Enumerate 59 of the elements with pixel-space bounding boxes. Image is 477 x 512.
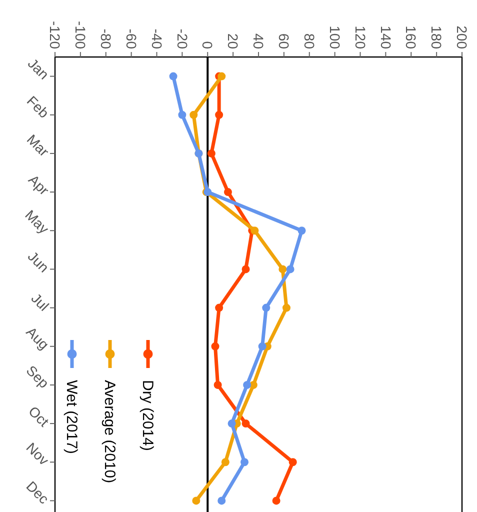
point [218, 496, 226, 505]
point [221, 458, 230, 466]
point [240, 458, 249, 466]
point [243, 380, 252, 389]
legend-label: Dry (2014) [138, 380, 156, 451]
point [214, 380, 222, 389]
x-tick-label: 20 [225, 33, 242, 50]
x-tick-label: -40 [148, 28, 165, 50]
x-tick-label: 40 [250, 33, 267, 50]
point [211, 342, 220, 350]
point [190, 110, 198, 119]
x-tick-label: -60 [123, 28, 140, 50]
point [178, 110, 186, 119]
x-tick-label: -100 [72, 20, 89, 50]
x-tick-label: -80 [98, 28, 114, 50]
y-tick-label: May [22, 206, 52, 237]
point [258, 342, 266, 350]
point [242, 420, 250, 428]
point [262, 304, 270, 312]
y-tick-label: Jan [24, 55, 52, 82]
point [228, 420, 236, 428]
x-tick-label: 140 [378, 26, 394, 50]
point [169, 72, 178, 80]
x-tick-label: 180 [428, 26, 445, 50]
point [298, 226, 306, 235]
point [288, 458, 297, 466]
y-tick-label: Feb [24, 92, 52, 122]
x-tick-label: 0 [200, 41, 216, 50]
point [286, 265, 294, 274]
point [278, 265, 287, 274]
x-tick-label: 200 [454, 26, 470, 50]
point [224, 188, 232, 196]
legend-label: Wet (2017) [62, 380, 80, 454]
x-tick-label: 160 [403, 26, 420, 50]
x-tick-label: -120 [47, 20, 64, 50]
y-tick-label: Oct [25, 402, 52, 430]
y-tick-label: Nov [23, 439, 52, 468]
x-tick-label: 100 [326, 26, 343, 50]
y-tick-label: Mar [24, 131, 52, 160]
x-tick-label: 120 [352, 26, 368, 50]
point [218, 72, 226, 80]
x-tick-label: 60 [276, 33, 292, 50]
y-tick-label: Sep [23, 362, 52, 392]
point [242, 265, 250, 274]
legend-label: Average (2010) [100, 380, 118, 484]
point [207, 149, 216, 158]
y-tick-label: Jul [28, 290, 52, 314]
y-tick-label: Aug [23, 324, 52, 352]
point [250, 226, 259, 235]
x-tick-label: -20 [174, 28, 190, 50]
point [215, 110, 224, 119]
x-tick-label: 80 [301, 33, 318, 50]
point [272, 496, 280, 505]
point [192, 496, 200, 505]
point [215, 304, 224, 312]
y-tick-label: Dec [23, 478, 52, 507]
point [282, 304, 290, 312]
y-tick-label: Jun [24, 248, 52, 276]
y-tick-label: Apr [25, 171, 52, 198]
